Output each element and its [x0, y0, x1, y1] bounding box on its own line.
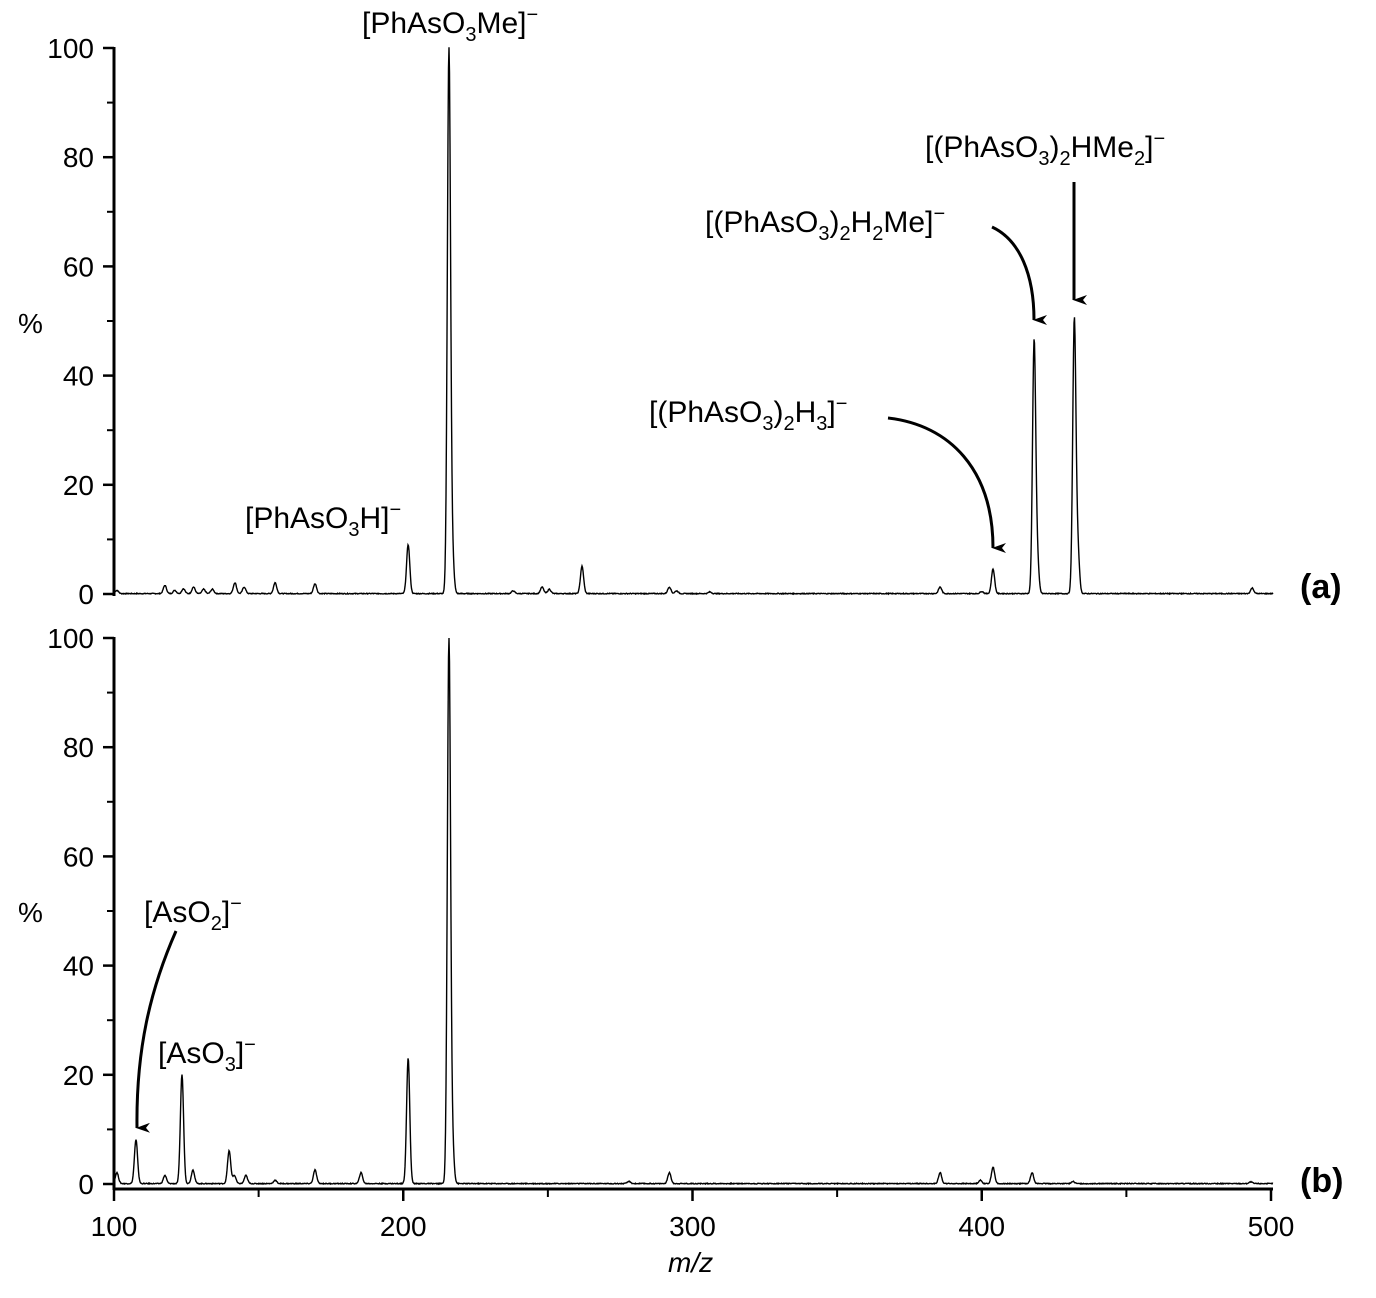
label-phaso3h: [PhAsO3H]− [245, 499, 401, 541]
arrow-dimer-h3 [887, 416, 1007, 553]
panel-b-x-ticks: 100 200 300 400 500 [91, 1189, 1295, 1242]
x-tick-label: 400 [958, 1211, 1005, 1242]
x-tick-label: 200 [380, 1211, 427, 1242]
y-tick-label: 40 [63, 361, 94, 392]
y-tick-label: 20 [63, 470, 94, 501]
x-tick-label: 300 [669, 1211, 716, 1242]
y-tick-label: 0 [78, 579, 94, 610]
label-dimer-h3: [(PhAsO3)2H3]− [649, 393, 847, 435]
x-axis-label: m/z [668, 1247, 713, 1278]
panel-b-spectrum-trace [114, 637, 1274, 1186]
arrow-aso2 [135, 930, 178, 1133]
label-aso3: [AsO3]− [158, 1034, 256, 1076]
x-tick-label: 500 [1248, 1211, 1295, 1242]
y-tick-label: 60 [63, 841, 94, 872]
x-tick-label: 100 [91, 1211, 138, 1242]
panel-a-tag: (a) [1300, 568, 1342, 606]
y-tick-label: 100 [47, 33, 94, 64]
y-tick-label: 80 [63, 142, 94, 173]
panel-b-y-ticks: 0 20 40 60 80 100 [47, 623, 114, 1200]
y-tick-label: 0 [78, 1169, 94, 1200]
panel-b-tag: (b) [1300, 1162, 1343, 1200]
panel-b: 0 20 40 60 80 100 100 200 300 400 500 % (b) m/z [… [18, 623, 1343, 1278]
label-dimer-h2me: [(PhAsO3)2H2Me]− [705, 203, 945, 245]
panel-a-y-axis-label: % [18, 308, 43, 339]
panel-a-spectrum-trace [114, 47, 1274, 596]
arrow-dimer-h2me [991, 225, 1048, 325]
panel-a-y-ticks: 0 20 40 60 80 100 [47, 33, 114, 610]
y-tick-label: 20 [63, 1060, 94, 1091]
y-tick-label: 80 [63, 732, 94, 763]
y-tick-label: 40 [63, 951, 94, 982]
panel-b-y-axis-label: % [18, 897, 43, 928]
y-tick-label: 100 [47, 623, 94, 654]
panel-a: 0 20 40 60 80 100 % (a) [PhAsO3Me]− [PhAsO3H]… [18, 4, 1342, 610]
label-phaso3me: [PhAsO3Me]− [362, 4, 538, 46]
label-dimer-hme2: [(PhAsO3)2HMe2]− [925, 128, 1165, 170]
label-aso2: [AsO2]− [144, 893, 242, 935]
y-tick-label: 60 [63, 251, 94, 282]
